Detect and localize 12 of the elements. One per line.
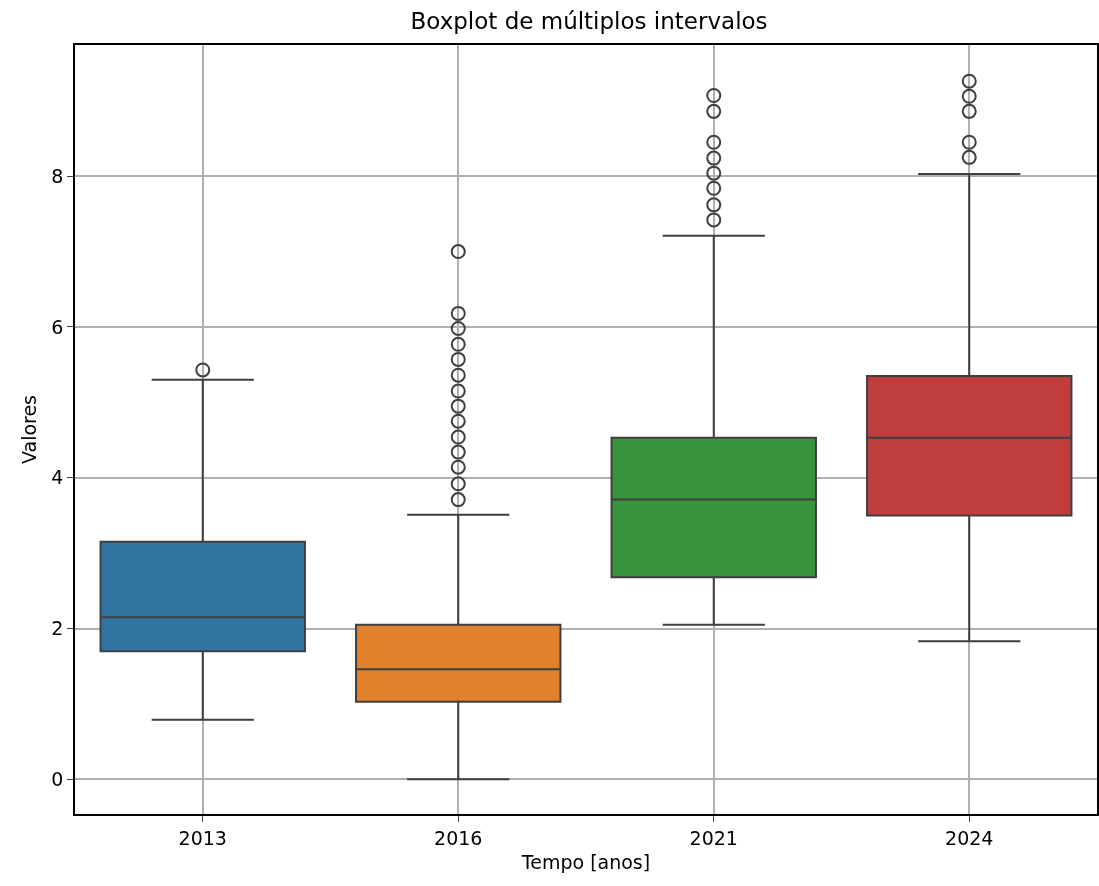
y-axis-title: Valores — [17, 394, 40, 465]
x-tick-label: 2013 — [178, 826, 227, 849]
y-tick-label: 0 — [51, 767, 64, 790]
chart-title: Boxplot de múltiplos intervalos — [410, 8, 768, 35]
x-tick-label: 2016 — [434, 826, 483, 849]
x-axis-title: Tempo [anos] — [520, 850, 651, 873]
x-tick-label: 2021 — [689, 826, 738, 849]
x-tick-label: 2024 — [945, 826, 994, 849]
y-tick-label: 2 — [51, 617, 64, 640]
y-tick-label: 4 — [51, 466, 64, 489]
y-tick-label: 6 — [51, 315, 64, 338]
y-tick-label: 8 — [51, 164, 64, 187]
